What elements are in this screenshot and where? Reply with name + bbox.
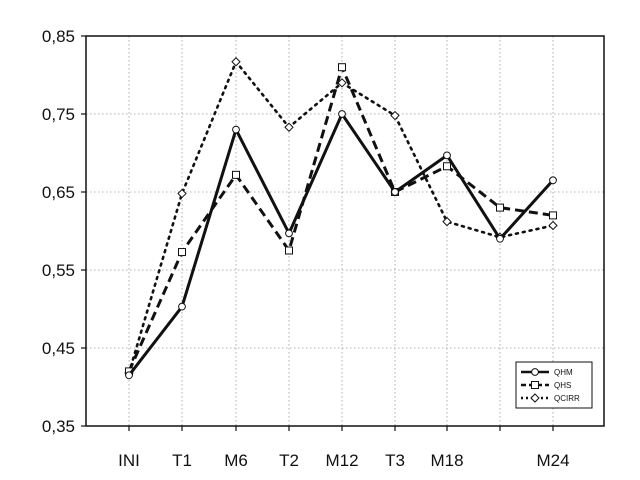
x-tick-label: M6 — [224, 451, 248, 470]
x-tick-label: M12 — [325, 451, 358, 470]
data-point-qhm — [391, 188, 399, 196]
data-point-qcirr — [390, 110, 400, 121]
data-point-qhm — [232, 125, 240, 134]
data-point-qhs — [232, 170, 240, 179]
data-point-qhs — [338, 63, 346, 72]
legend-marker-qcirr — [530, 393, 540, 403]
grid — [86, 36, 604, 426]
y-tick-label: 0,75 — [42, 105, 75, 124]
data-point-qhm — [443, 151, 451, 160]
x-tick-label: M18 — [430, 451, 463, 470]
x-tick-label: T1 — [172, 451, 192, 470]
series-line-qcirr — [127, 60, 555, 375]
legend-marker-qhs — [531, 381, 539, 389]
y-tick-label: 0,45 — [42, 339, 75, 358]
data-point-qhs — [496, 203, 504, 212]
series-lines — [124, 57, 558, 380]
x-tick-label: M24 — [536, 451, 569, 470]
y-tick-label: 0,65 — [42, 183, 75, 202]
data-point-qcirr — [231, 57, 241, 67]
legend-label-qhm: QHM — [554, 368, 573, 377]
data-point-qhs — [443, 162, 451, 171]
legend-label-qcirr: QCIRR — [554, 394, 580, 403]
data-point-qhm — [125, 371, 133, 380]
data-point-qhm — [178, 302, 186, 311]
x-axis: INI T1 M6 T2 M12 T3 M18 M24 — [118, 426, 570, 470]
x-tick-label: INI — [118, 451, 140, 470]
x-tick-label: T3 — [385, 451, 405, 470]
series-line-qhm — [127, 112, 555, 377]
data-point-qcirr — [442, 216, 452, 227]
legend: QHM QHS QCIRR — [515, 361, 593, 409]
data-point-qcirr — [177, 188, 187, 199]
data-point-qhs — [285, 246, 293, 255]
data-point-qhm — [285, 229, 293, 238]
y-tick-label: 0,35 — [42, 417, 75, 436]
data-point-qhm — [338, 110, 346, 118]
legend-box — [515, 361, 593, 409]
y-axis: 0,35 0,45 0,55 0,65 0,75 0,85 — [42, 27, 86, 436]
legend-marker-qhm — [531, 368, 539, 376]
data-point-qcirr — [548, 220, 558, 231]
x-tick-label: T2 — [279, 451, 299, 470]
legend-label-qhs: QHS — [554, 381, 571, 390]
y-tick-label: 0,55 — [42, 261, 75, 280]
data-point-qhm — [549, 176, 557, 185]
data-point-qhs — [549, 211, 557, 220]
data-point-qhs — [178, 248, 186, 257]
series-qhm — [125, 110, 557, 380]
data-point-qcirr — [284, 122, 294, 132]
plot-frame — [85, 35, 605, 427]
y-tick-label: 0,85 — [42, 27, 75, 46]
series-qcirr — [124, 57, 558, 378]
data-point-qhm — [496, 234, 504, 243]
